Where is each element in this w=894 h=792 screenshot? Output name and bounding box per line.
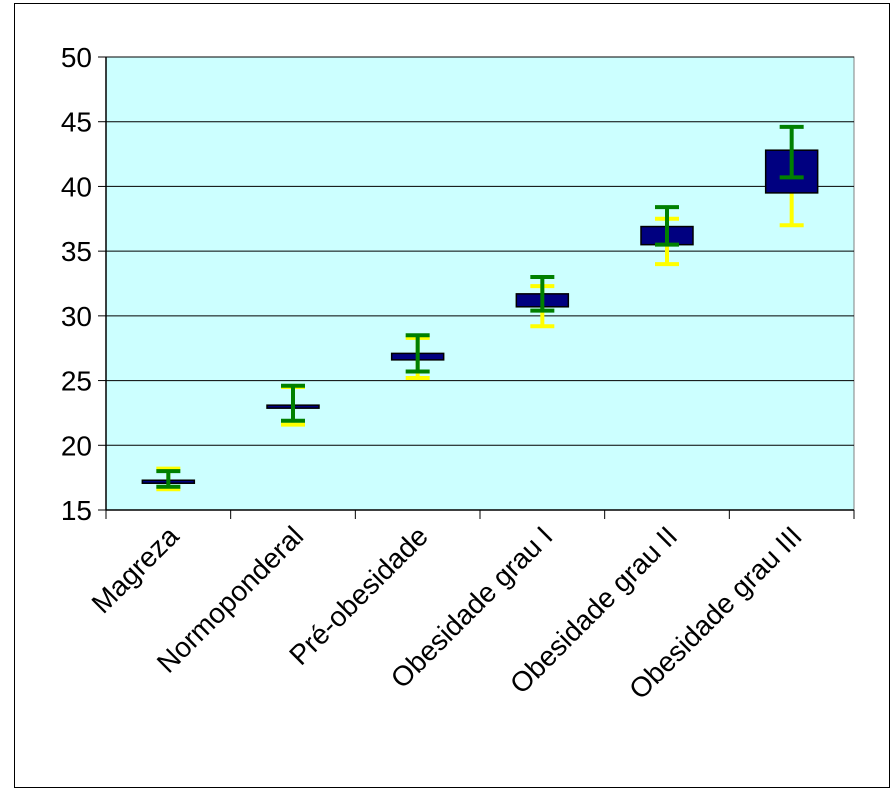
plot-area [105,56,855,511]
y-tick-label: 30 [61,301,92,332]
y-tick-label: 35 [61,236,92,267]
green-error-bar [156,469,181,489]
green-error-bar [281,383,305,423]
y-tick-label: 50 [61,42,92,73]
y-tick-label: 15 [61,495,92,526]
x-tick-label: Magreza [86,520,185,619]
green-error-bar [655,205,679,247]
y-tick-label: 45 [61,107,92,138]
y-tick-label: 20 [61,430,92,461]
y-tick-labels: 15 20 25 30 35 40 45 50 [61,42,92,526]
y-tick-label: 25 [61,366,92,397]
axes [98,56,855,519]
green-error-bar [530,275,555,313]
green-error-bar [405,333,430,374]
x-tick-labels: MagrezaNormoponderalPré-obesidadeObesida… [86,520,808,705]
green-error-bar [779,124,804,180]
data-marks [141,124,819,492]
y-tick-label: 40 [61,171,92,202]
